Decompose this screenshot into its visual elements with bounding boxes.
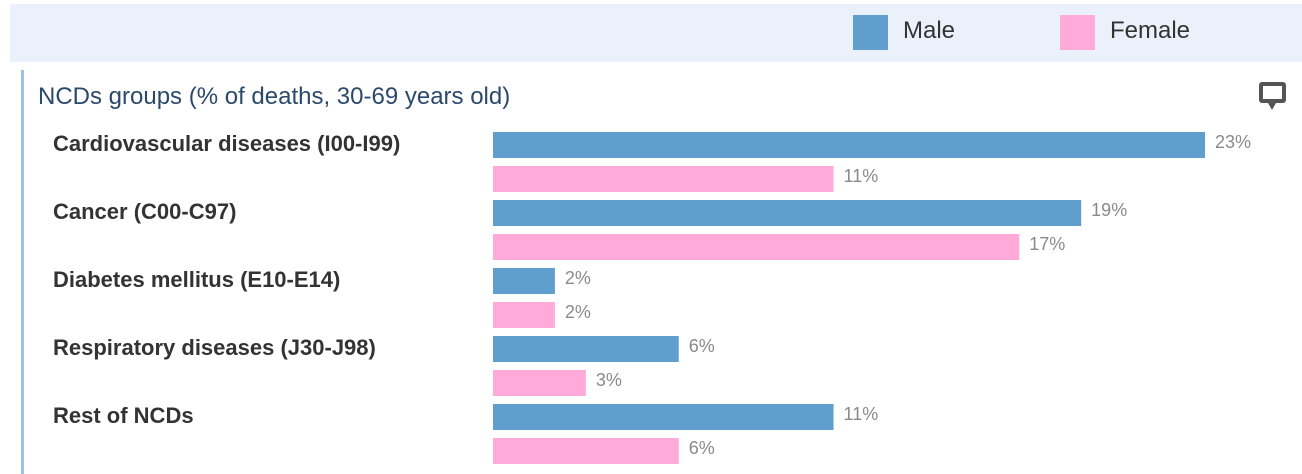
legend-label: Male: [903, 17, 956, 44]
bar: [493, 336, 679, 362]
value-label: 11%: [844, 404, 879, 424]
bar: [493, 370, 586, 396]
bar: [493, 132, 1205, 158]
chart-title: NCDs groups (% of deaths, 30-69 years ol…: [38, 83, 511, 110]
bar: [493, 438, 679, 464]
bar: [493, 268, 555, 294]
bar: [493, 200, 1082, 226]
value-label: 2%: [565, 302, 591, 322]
category-label: Cancer (C00-C97): [53, 199, 237, 224]
value-label: 3%: [596, 370, 622, 390]
bar: [493, 302, 555, 328]
value-label: 11%: [844, 166, 879, 186]
legend-swatch: [1060, 15, 1095, 50]
value-label: 23%: [1215, 132, 1251, 152]
category-label: Cardiovascular diseases (I00-I99): [53, 131, 401, 156]
value-label: 19%: [1091, 200, 1127, 220]
category-label: Diabetes mellitus (E10-E14): [53, 267, 341, 292]
bar: [493, 234, 1020, 260]
bar: [493, 404, 834, 430]
category-label: Respiratory diseases (J30-J98): [53, 335, 376, 360]
value-label: 2%: [565, 268, 591, 288]
category-label: Rest of NCDs: [53, 403, 194, 428]
value-label: 17%: [1029, 234, 1065, 254]
comment-icon[interactable]: [1259, 82, 1286, 110]
legend-swatch: [853, 15, 888, 50]
panel-border: [21, 70, 24, 474]
value-label: 6%: [689, 438, 715, 458]
value-label: 6%: [689, 336, 715, 356]
legend-label: Female: [1110, 17, 1191, 44]
bar: [493, 166, 834, 192]
